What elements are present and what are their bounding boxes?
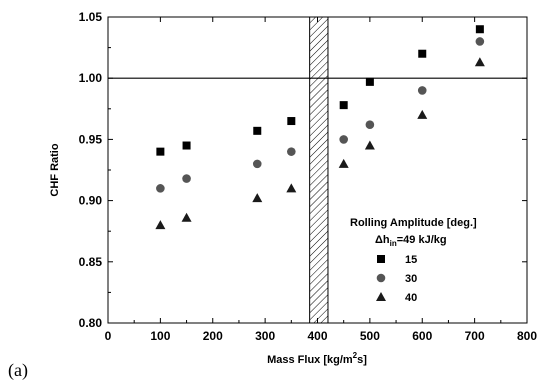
y-tick-label: 1.00 <box>79 71 103 85</box>
x-tick-label: 200 <box>203 329 223 343</box>
data-point-30 <box>339 135 348 144</box>
data-point-30 <box>252 159 262 169</box>
x-tick-label: 300 <box>255 329 275 343</box>
y-axis-label: CHF Ratio <box>49 143 61 196</box>
data-point-40 <box>474 57 485 67</box>
data-point-15 <box>418 49 427 58</box>
x-axis-label: Mass Flux [kg/m2s] <box>267 351 367 366</box>
legend-label-40: 40 <box>405 292 417 304</box>
x-tick-label: 700 <box>465 329 485 343</box>
data-point-40 <box>286 183 297 193</box>
x-tick-label: 500 <box>360 329 380 343</box>
panel-label: (a) <box>8 360 28 380</box>
data-point-30 <box>182 174 191 183</box>
legend-subtitle: Δhin=49 kJ/kg <box>375 234 447 248</box>
data-point-30 <box>417 86 427 95</box>
data-point-40 <box>338 158 349 168</box>
y-tick-label: 0.90 <box>79 194 103 208</box>
x-tick-label: 100 <box>150 329 170 343</box>
x-tick-label: 800 <box>517 329 537 343</box>
data-point-40 <box>181 212 192 222</box>
legend-marker-30 <box>376 273 386 283</box>
data-point-30 <box>287 147 296 156</box>
data-point-15 <box>253 126 262 135</box>
y-tick-label: 0.85 <box>79 255 103 269</box>
hatched-band <box>309 16 329 324</box>
data-point-40 <box>417 109 428 119</box>
data-point-40 <box>155 220 166 230</box>
legend-marker-40 <box>376 292 386 301</box>
legend-marker-15 <box>377 255 385 263</box>
data-point-15 <box>365 77 374 86</box>
legend-label-30: 30 <box>405 273 417 285</box>
x-tick-label: 600 <box>412 329 432 343</box>
data-point-15 <box>156 147 165 156</box>
data-point-15 <box>287 117 296 126</box>
legend: Rolling Amplitude [deg.] Δhin=49 kJ/kg 1… <box>350 217 477 304</box>
y-tick-label: 0.95 <box>79 132 103 146</box>
y-tick-label: 0.80 <box>79 316 103 330</box>
data-point-30 <box>365 120 375 130</box>
data-point-15 <box>182 141 191 150</box>
data-point-15 <box>475 25 484 34</box>
data-point-15 <box>339 101 348 110</box>
legend-title: Rolling Amplitude [deg.] <box>350 217 477 229</box>
data-point-30 <box>156 184 165 193</box>
y-tick-label: 1.05 <box>79 10 103 24</box>
data-point-40 <box>364 140 375 150</box>
legend-label-15: 15 <box>405 254 417 266</box>
data-point-30 <box>475 37 485 46</box>
data-point-40 <box>252 193 263 203</box>
x-tick-label: 0 <box>105 329 112 343</box>
x-tick-label: 400 <box>307 329 327 343</box>
